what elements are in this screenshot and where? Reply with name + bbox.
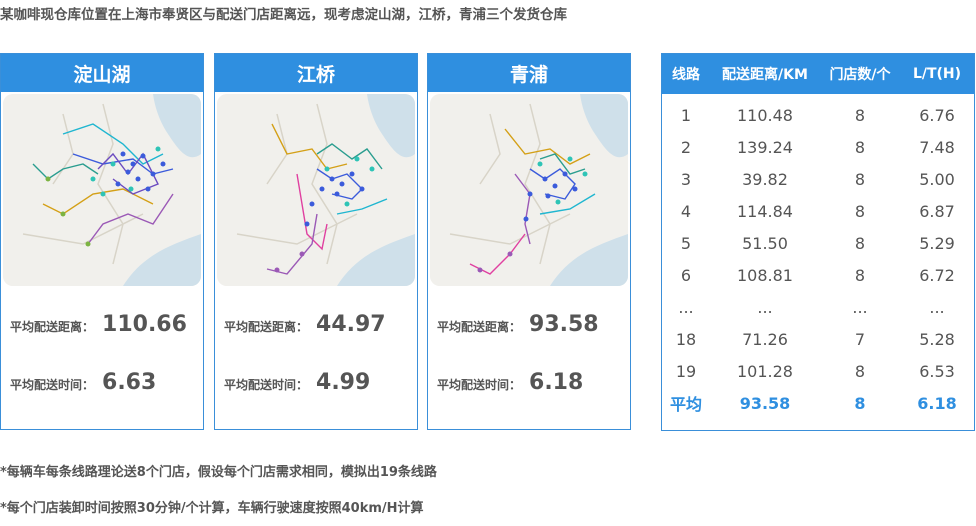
cell-stores: 7 — [854, 329, 866, 349]
avg-distance-value: 44.97 — [316, 312, 386, 337]
header-stores: 门店数/个 — [829, 67, 891, 83]
avg-time-label: 平均配送时间： — [224, 378, 309, 392]
cell-route: 1 — [680, 105, 692, 125]
header-lt: L/T(H) — [912, 66, 962, 82]
avg-distance: 平均配送距离： 93.58 — [437, 312, 599, 337]
card-title: 青浦 — [428, 54, 630, 92]
avg-time-value: 4.99 — [316, 370, 371, 395]
cell-lt: ... — [929, 297, 945, 317]
cell-lt: 7.48 — [919, 137, 955, 157]
table-row: 2 139.24 8 7.48 — [662, 131, 974, 163]
cell-distance: 39.82 — [742, 169, 788, 189]
cell-distance: 110.48 — [737, 105, 793, 125]
cell-stores: 8 — [854, 169, 866, 189]
cell-stores: 8 — [854, 233, 866, 253]
cell-stores: 8 — [854, 137, 866, 157]
cell-route: 3 — [680, 169, 692, 189]
avg-time-label: 平均配送时间： — [437, 378, 522, 392]
table-row: 4 114.84 8 6.87 — [662, 195, 974, 227]
table-row-average: 平均 93.58 8 6.18 — [662, 387, 974, 419]
cell-route: ... — [678, 297, 694, 317]
page-title: 某咖啡现仓库位置在上海市奉贤区与配送门店距离远，现考虑淀山湖，江桥，青浦三个发货… — [0, 7, 567, 23]
footnote: *每辆车每条线路理论送8个门店，假设每个门店需求相同，模拟出19条线路 — [0, 465, 437, 480]
cell-route: 5 — [680, 233, 692, 253]
table-header: 线路 配送距离/KM 门店数/个 L/T(H) — [662, 54, 974, 94]
avg-time-value: 6.63 — [102, 370, 157, 395]
cell-distance: 139.24 — [737, 137, 793, 157]
table-row: 1 110.48 8 6.76 — [662, 99, 974, 131]
cell-distance: 101.28 — [737, 361, 793, 381]
avg-time: 平均配送时间： 6.63 — [10, 370, 156, 395]
avg-distance-value: 110.66 — [102, 312, 187, 337]
avg-time: 平均配送时间： 6.18 — [437, 370, 583, 395]
cell-route: 2 — [680, 137, 692, 157]
avg-distance-label: 平均配送距离： — [437, 320, 522, 334]
cell-distance: 93.58 — [739, 393, 791, 413]
route-map-image — [3, 94, 201, 286]
cell-lt: 6.53 — [919, 361, 955, 381]
header-route: 线路 — [672, 67, 700, 83]
cell-stores: 8 — [854, 201, 866, 221]
cell-route: 平均 — [669, 395, 702, 414]
route-map-image — [430, 94, 628, 286]
route-map-image — [217, 94, 415, 286]
cell-lt: 6.76 — [919, 105, 955, 125]
cell-distance: 51.50 — [742, 233, 788, 253]
table-row: 3 39.82 8 5.00 — [662, 163, 974, 195]
avg-time-label: 平均配送时间： — [10, 378, 95, 392]
avg-distance-label: 平均配送距离： — [10, 320, 95, 334]
card-title: 淀山湖 — [1, 54, 203, 92]
cell-stores: 8 — [854, 105, 866, 125]
avg-time: 平均配送时间： 4.99 — [224, 370, 370, 395]
cell-stores: 8 — [854, 265, 866, 285]
cell-distance: 71.26 — [742, 329, 788, 349]
cell-distance: 108.81 — [737, 265, 793, 285]
avg-distance: 平均配送距离： 110.66 — [10, 312, 187, 337]
cell-lt: 6.87 — [919, 201, 955, 221]
cell-distance: 114.84 — [737, 201, 793, 221]
avg-time-value: 6.18 — [529, 370, 584, 395]
cell-lt: 5.00 — [919, 169, 955, 189]
cell-stores: ... — [852, 297, 868, 317]
cell-route: 18 — [675, 329, 697, 349]
cell-lt: 6.18 — [917, 393, 957, 413]
cell-lt: 6.72 — [919, 265, 955, 285]
warehouse-card-qingpu: 青浦 平均配送距离： 93.58 — [427, 53, 631, 430]
cell-route: 6 — [680, 265, 692, 285]
warehouse-card-dianshanhu: 淀山湖 平均配送距离： 110.66 — [0, 53, 204, 430]
cell-stores: 8 — [854, 361, 866, 381]
warehouse-card-jiangqiao: 江桥 平均配送距离： 44.97 — [214, 53, 418, 430]
cell-lt: 5.29 — [919, 233, 955, 253]
table-row: 18 71.26 7 5.28 — [662, 323, 974, 355]
card-title: 江桥 — [215, 54, 417, 92]
cell-route: 4 — [680, 201, 692, 221]
avg-distance-value: 93.58 — [529, 312, 599, 337]
footnote: *每个门店装卸时间按照30分钟/个计算，车辆行驶速度按照40km/H计算 — [0, 501, 424, 516]
cell-stores: 8 — [854, 393, 866, 413]
cell-route: 19 — [675, 361, 697, 381]
cell-lt: 5.28 — [919, 329, 955, 349]
cell-distance: ... — [757, 297, 773, 317]
header-distance: 配送距离/KM — [722, 67, 808, 83]
table-row: ... ... ... ... — [662, 291, 974, 323]
table-row: 5 51.50 8 5.29 — [662, 227, 974, 259]
avg-distance-label: 平均配送距离： — [224, 320, 309, 334]
table-row: 19 101.28 8 6.53 — [662, 355, 974, 387]
table-row: 6 108.81 8 6.72 — [662, 259, 974, 291]
route-table: 线路 配送距离/KM 门店数/个 L/T(H) 1 110.48 8 6.76 … — [661, 53, 975, 431]
avg-distance: 平均配送距离： 44.97 — [224, 312, 386, 337]
